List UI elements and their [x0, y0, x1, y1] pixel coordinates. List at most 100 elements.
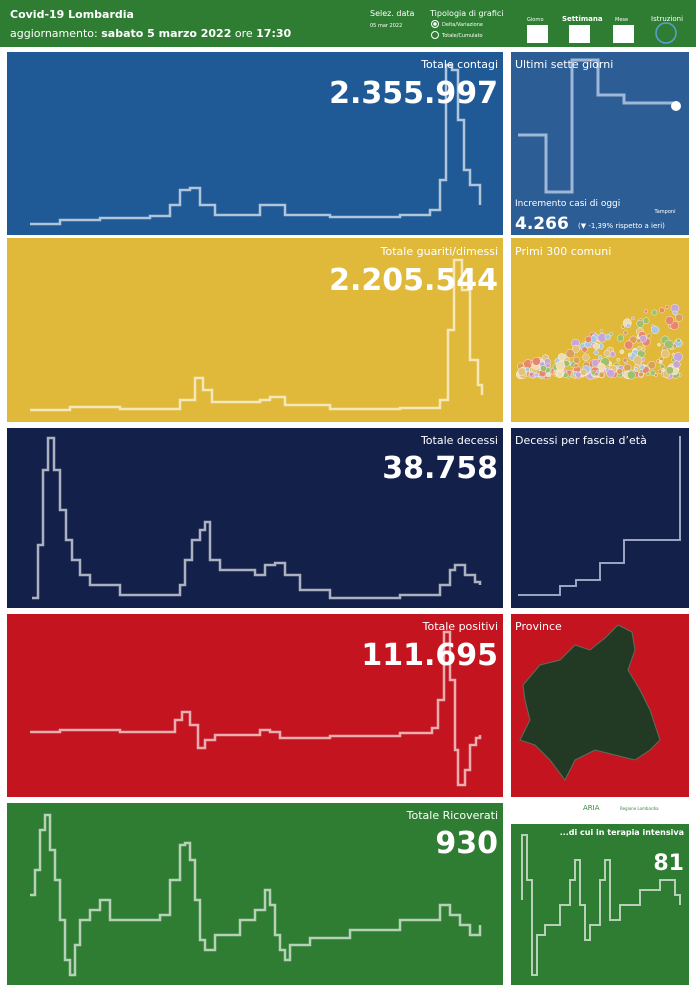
scatter-dot — [622, 357, 628, 363]
logo: ARIA — [583, 804, 600, 812]
scatter-dot — [672, 310, 678, 316]
instructions[interactable]: Istruzioni — [651, 15, 683, 23]
panel-value: 38.758 — [382, 451, 498, 486]
trend-line — [521, 834, 681, 976]
scatter-dot — [556, 371, 564, 378]
panel-title: ...di cui in terapia intensiva — [560, 828, 684, 837]
scatter-dot — [624, 340, 634, 350]
scatter-dot — [657, 369, 662, 374]
tamponi-link[interactable]: Tamponi — [654, 209, 676, 215]
scatter-dot — [604, 334, 611, 341]
scatter-dot — [634, 367, 638, 371]
scatter-dot — [572, 344, 580, 353]
trend-line — [518, 436, 681, 596]
scatter-dot — [654, 373, 658, 377]
scatter-dot — [676, 338, 681, 343]
scatter-dot — [609, 331, 613, 336]
increment-label: Incremento casi di oggi — [515, 199, 620, 209]
point — [671, 101, 681, 111]
scatter-dot — [540, 365, 547, 372]
update-date: sabato 5 marzo 2022 — [101, 27, 231, 40]
panel-title: Totale positivi — [422, 620, 498, 633]
increment-value: 4.266 — [515, 214, 569, 234]
chart-type-label: Tipologia di grafici — [429, 9, 503, 18]
panel-title: Primi 300 comuni — [515, 245, 611, 258]
scatter-dot — [517, 367, 526, 376]
scatter-dot — [573, 363, 579, 369]
trend-line — [30, 813, 482, 977]
scatter-dot — [626, 323, 631, 329]
scatter-dot — [616, 368, 623, 375]
scatter-dot — [582, 353, 590, 361]
panel — [7, 614, 503, 797]
scatter-dot — [616, 357, 621, 362]
period-icon[interactable] — [613, 25, 634, 43]
scatter-dot — [546, 372, 551, 378]
panel-value: 111.695 — [361, 638, 498, 673]
panel-title: Ultimi sette giorni — [515, 58, 613, 71]
scatter-dot — [529, 372, 534, 377]
period-option[interactable]: Giorno — [527, 17, 544, 23]
period-icon[interactable] — [527, 25, 548, 43]
scatter-dot — [620, 324, 625, 329]
scatter-dot — [673, 352, 683, 362]
panel — [511, 238, 689, 422]
scatter-dot — [623, 330, 629, 336]
date-label: Selez. data — [370, 9, 415, 18]
radio[interactable] — [431, 31, 439, 39]
scatter-dot — [636, 338, 642, 344]
scatter-dot — [657, 343, 661, 347]
scatter-dot — [606, 369, 615, 378]
panel — [7, 803, 503, 985]
panel — [7, 238, 503, 422]
scatter-dot — [646, 333, 652, 339]
scatter-dot — [643, 309, 649, 314]
radio[interactable] — [431, 20, 439, 28]
scatter-dot — [603, 349, 611, 357]
panel-value: 930 — [435, 826, 498, 861]
scatter-dot — [665, 316, 674, 325]
panel — [7, 52, 503, 235]
period-option[interactable]: Settimana — [562, 15, 603, 23]
scatter-dot — [591, 370, 596, 376]
scatter-dot — [628, 352, 632, 357]
update-label: aggiornamento: — [10, 27, 98, 40]
radio-dot — [433, 22, 437, 26]
scatter-dot — [597, 363, 606, 372]
date-value[interactable]: 05 mar 2022 — [370, 23, 402, 29]
instructions-icon[interactable] — [655, 22, 677, 44]
scatter-dot — [584, 335, 592, 343]
trend-line — [30, 63, 482, 226]
chart-type-option[interactable]: Delta/Variazione — [442, 22, 483, 28]
panel-value: 81 — [653, 851, 684, 876]
scatter-dot — [575, 371, 582, 378]
scatter-dot — [647, 361, 656, 370]
scatter-dot — [661, 349, 670, 359]
scatter-dot — [534, 372, 539, 378]
scatter-dot — [636, 319, 645, 328]
update-time: 17:30 — [256, 27, 291, 40]
scatter-dot — [596, 369, 600, 374]
scatter-dot — [650, 370, 656, 376]
scatter-dot — [598, 372, 605, 378]
panel-title: Province — [515, 620, 562, 633]
scatter-dot — [638, 371, 644, 378]
period-icon[interactable] — [569, 25, 590, 43]
scatter-dot — [581, 346, 588, 353]
scatter-dot — [598, 355, 603, 360]
scatter-dot — [639, 364, 645, 370]
chart-type-option[interactable]: Totale/Cumulato — [441, 33, 483, 39]
scatter-decoration — [516, 303, 684, 380]
scatter-dot — [675, 313, 684, 322]
logo: Regione Lombardia — [620, 806, 659, 811]
trend-line — [32, 436, 482, 600]
increment-note: (▼ -1,39% rispetto a ieri) — [578, 222, 665, 230]
scatter-dot — [665, 366, 674, 375]
period-option[interactable]: Mese — [615, 17, 628, 23]
map-region[interactable] — [519, 624, 661, 781]
panel-value: 2.205.544 — [329, 263, 498, 298]
scatter-dot — [633, 355, 643, 365]
scatter-dot — [617, 334, 625, 342]
scatter-dot — [557, 353, 566, 361]
